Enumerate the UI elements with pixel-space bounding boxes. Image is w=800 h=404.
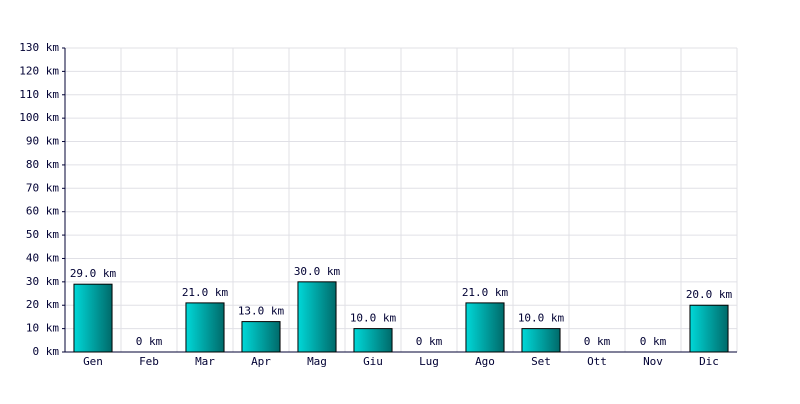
x-tick-label: Lug: [419, 355, 439, 368]
x-tick-label: Mag: [307, 355, 327, 368]
value-label: 10.0 km: [518, 312, 565, 325]
y-tick-label: 100 km: [19, 111, 59, 124]
x-tick-label: Dic: [699, 355, 719, 368]
x-tick-label: Ago: [475, 355, 495, 368]
bar: [465, 302, 505, 353]
value-label: 29.0 km: [70, 267, 117, 280]
x-tick-label: Ott: [587, 355, 607, 368]
x-tick-label: Feb: [139, 355, 159, 368]
y-tick-label: 20 km: [26, 298, 59, 311]
value-label: 0 km: [136, 335, 163, 348]
y-tick-label: 0 km: [33, 345, 60, 358]
x-tick-label: Mar: [195, 355, 215, 368]
y-tick-label: 120 km: [19, 64, 59, 77]
bar: [353, 328, 393, 353]
y-tick-label: 40 km: [26, 251, 59, 264]
value-label: 0 km: [416, 335, 443, 348]
value-label: 30.0 km: [294, 265, 341, 278]
y-tick-label: 80 km: [26, 158, 59, 171]
value-label: 21.0 km: [182, 286, 229, 299]
x-tick-label: Gen: [83, 355, 103, 368]
bar: [241, 321, 281, 353]
x-tick-label: Apr: [251, 355, 271, 368]
y-tick-label: 110 km: [19, 88, 59, 101]
value-label: 13.0 km: [238, 305, 285, 318]
x-tick-label: Set: [531, 355, 551, 368]
y-tick-label: 130 km: [19, 41, 59, 54]
bar: [521, 328, 561, 353]
value-label: 20.0 km: [686, 288, 733, 301]
bar: [185, 302, 225, 353]
y-tick-label: 50 km: [26, 228, 59, 241]
y-tick-label: 90 km: [26, 135, 59, 148]
x-tick-label: Nov: [643, 355, 663, 368]
y-tick-label: 30 km: [26, 275, 59, 288]
value-label: 21.0 km: [462, 286, 509, 299]
y-tick-label: 10 km: [26, 322, 59, 335]
value-label: 0 km: [584, 335, 611, 348]
bar: [689, 304, 729, 353]
bar: [73, 283, 113, 353]
bar: [297, 281, 337, 353]
value-label: 10.0 km: [350, 312, 397, 325]
x-tick-label: Giu: [363, 355, 383, 368]
y-tick-label: 60 km: [26, 205, 59, 218]
value-label: 0 km: [640, 335, 667, 348]
y-tick-label: 70 km: [26, 181, 59, 194]
